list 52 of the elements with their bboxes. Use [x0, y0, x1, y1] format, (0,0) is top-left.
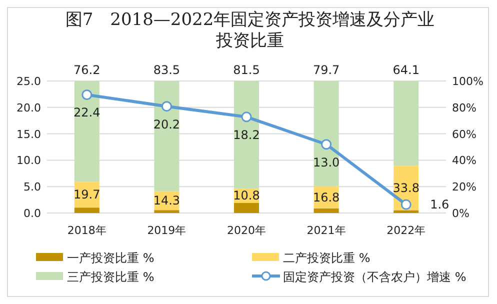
- bar: [394, 210, 419, 213]
- point: [241, 112, 252, 122]
- data-label: 79.7: [312, 63, 340, 77]
- data-label: 33.8: [392, 180, 420, 195]
- data-label: 81.5: [233, 63, 260, 77]
- data-label: 10.8: [233, 188, 260, 203]
- bar: [234, 81, 259, 189]
- point: [400, 199, 412, 210]
- x-tick-label: 2019年: [147, 224, 186, 237]
- point: [161, 101, 172, 112]
- data-label: 1.6: [430, 198, 450, 212]
- y2-tick-label: 100%: [452, 75, 484, 88]
- legend-label: 一产投资比重 %: [67, 251, 154, 265]
- data-label: 20.2: [153, 117, 180, 132]
- bar: [234, 202, 259, 213]
- bar: [314, 81, 339, 186]
- y2-tick-label: 0%: [452, 207, 470, 220]
- bar: [394, 81, 419, 166]
- legend-label: 三产投资比重 %: [67, 270, 154, 284]
- y2-tick-label: 20%: [452, 180, 476, 194]
- y-tick-label: 10.0: [16, 154, 41, 168]
- x-tick-label: 2022年: [386, 224, 426, 237]
- data-label: 18.2: [233, 128, 260, 142]
- data-label: 64.1: [392, 63, 420, 77]
- data-label: 83.5: [153, 63, 180, 77]
- legend-label: 固定资产投资（不含农户）增速 %: [283, 270, 466, 284]
- y2-tick-label: 40%: [452, 154, 476, 168]
- data-label: 19.7: [74, 188, 100, 202]
- data-label: 13.0: [312, 155, 340, 170]
- data-label: 76.2: [74, 63, 100, 77]
- chart-title: 图7 2018—2022年固定资产投资增速及分产业投资比重: [65, 10, 435, 52]
- data-label: 14.3: [153, 194, 180, 208]
- legend-label: 二产投资比重 %: [283, 251, 370, 265]
- x-tick-label: 2021年: [306, 224, 346, 237]
- data-label: 16.8: [312, 190, 340, 204]
- y-tick-label: 25.0: [16, 75, 41, 88]
- y-tick-label: 20.0: [16, 101, 41, 114]
- data-label: 22.4: [74, 106, 100, 120]
- point: [321, 139, 332, 150]
- y2-tick-label: 60%: [452, 128, 476, 141]
- point: [82, 89, 92, 100]
- bar: [314, 208, 339, 213]
- bar: [154, 210, 180, 213]
- y2-tick-label: 80%: [452, 101, 476, 114]
- x-tick-label: 2018年: [67, 224, 106, 237]
- bar: [154, 81, 180, 192]
- y-tick-label: 0.0: [24, 207, 41, 220]
- y-tick-label: 5.0: [24, 180, 41, 194]
- x-tick-label: 2020年: [227, 224, 266, 237]
- bar: [74, 81, 100, 182]
- bar: [74, 208, 100, 213]
- y-tick-label: 15.0: [16, 128, 41, 141]
